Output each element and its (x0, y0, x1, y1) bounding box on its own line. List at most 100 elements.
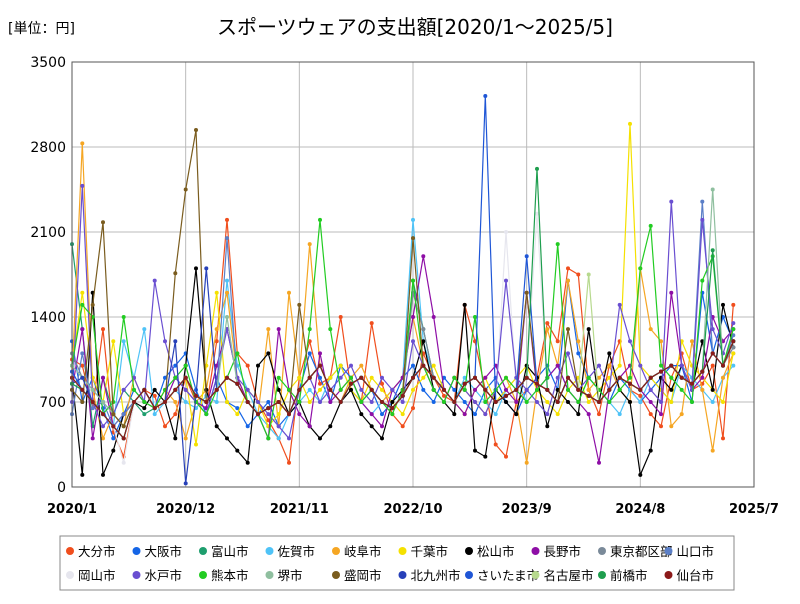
legend-marker (265, 571, 274, 579)
data-point (152, 406, 157, 411)
legend-item: 大分市 (66, 544, 116, 559)
data-point (276, 424, 281, 429)
data-point (710, 448, 715, 453)
legend-label: 大阪市 (145, 544, 183, 559)
data-point (493, 442, 498, 447)
data-point (555, 242, 560, 247)
data-point (421, 327, 426, 332)
data-point (524, 375, 529, 380)
data-point (338, 400, 343, 404)
data-point (173, 436, 178, 441)
data-point (173, 400, 178, 404)
data-point (566, 266, 570, 271)
data-point (183, 363, 188, 368)
data-point (80, 387, 85, 392)
data-point (173, 375, 178, 380)
data-point (659, 424, 663, 429)
data-point (204, 266, 209, 271)
data-point (731, 351, 736, 356)
data-point (700, 339, 705, 344)
data-point (710, 187, 715, 192)
data-point (121, 412, 126, 417)
data-point (349, 363, 353, 368)
data-point (245, 363, 250, 368)
data-point (307, 327, 312, 332)
data-point (659, 369, 663, 374)
data-point (586, 393, 591, 398)
data-point (431, 387, 436, 392)
data-point (359, 387, 364, 392)
data-point (287, 436, 291, 441)
data-point (90, 406, 95, 411)
data-point (638, 266, 643, 271)
data-point (235, 406, 240, 411)
data-point (266, 406, 271, 411)
data-point (111, 412, 116, 417)
data-point (669, 387, 674, 392)
data-point (628, 375, 632, 380)
data-point (566, 400, 570, 404)
data-point (514, 387, 519, 392)
data-point (700, 217, 705, 222)
legend-label: 熊本市 (211, 568, 249, 583)
legend-label: 山口市 (677, 544, 715, 559)
data-point (431, 315, 436, 319)
data-point (266, 351, 271, 356)
data-point (214, 400, 219, 404)
data-point (400, 400, 405, 404)
data-point (318, 351, 322, 356)
data-point (80, 375, 85, 380)
series-盛岡市 (70, 128, 736, 429)
data-point (297, 412, 302, 417)
legend-label: 仙台市 (677, 568, 715, 583)
data-point (276, 387, 281, 392)
legend-item: 堺市 (265, 568, 303, 583)
data-point (669, 375, 674, 380)
data-point (80, 302, 85, 307)
data-point (307, 400, 312, 404)
data-point (307, 375, 312, 380)
legend-marker (132, 547, 141, 555)
data-point (721, 436, 725, 441)
data-point (256, 363, 260, 368)
data-point (369, 400, 374, 404)
legend-marker (398, 571, 407, 579)
data-point (483, 375, 488, 380)
legend-label: 盛岡市 (344, 568, 382, 583)
data-point (80, 351, 85, 356)
data-point (152, 412, 157, 417)
data-point (380, 400, 384, 404)
data-point (700, 375, 705, 380)
data-point (690, 400, 694, 404)
data-point (245, 460, 250, 465)
legend-item: 富山市 (199, 544, 249, 559)
data-point (359, 363, 364, 368)
data-point (597, 400, 601, 404)
data-point (535, 400, 539, 404)
legend-label: 岐阜市 (344, 544, 382, 559)
data-point (225, 375, 229, 380)
x-axis-ticks: 2020/1 2020/12 2021/11 2022/10 2023/9 2024/8 2… (47, 502, 779, 517)
data-point (617, 412, 622, 417)
data-point (597, 460, 601, 465)
data-point (318, 381, 322, 386)
data-point (297, 387, 302, 392)
x-tick-label: 2021/11 (270, 502, 329, 517)
data-point (173, 387, 178, 392)
data-point (442, 387, 446, 392)
data-point (183, 400, 188, 404)
data-point (338, 387, 343, 392)
data-point (214, 424, 219, 429)
data-point (504, 400, 508, 404)
data-point (225, 436, 229, 441)
data-point (411, 406, 415, 411)
data-point (152, 278, 157, 283)
data-point (679, 363, 684, 368)
data-point (369, 387, 374, 392)
data-point (638, 393, 643, 398)
data-point (121, 460, 126, 465)
data-point (256, 400, 260, 404)
data-point (617, 302, 622, 307)
